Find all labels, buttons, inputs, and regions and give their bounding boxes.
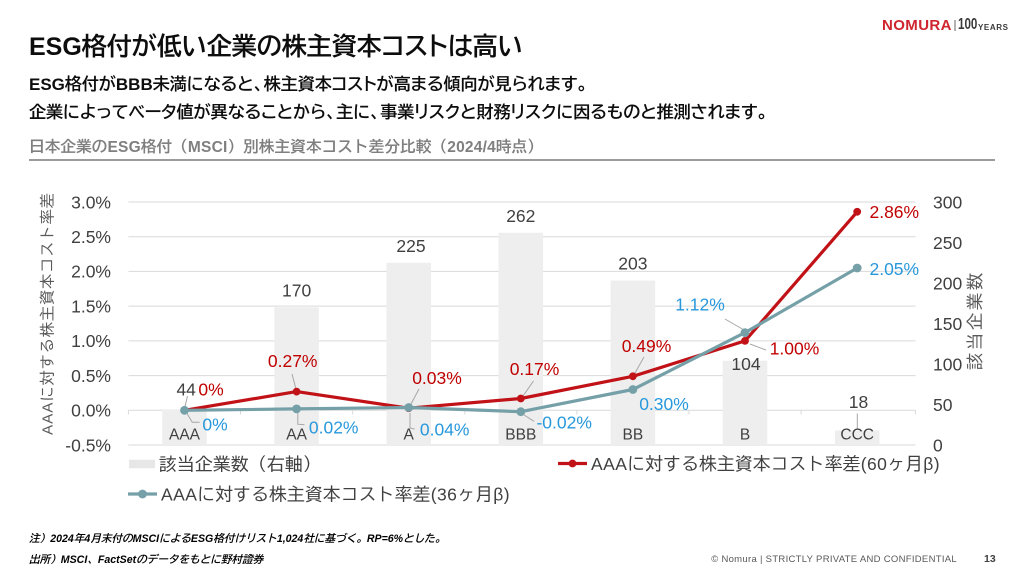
svg-text:CCC: CCC	[840, 426, 874, 443]
svg-text:150: 150	[933, 314, 962, 334]
svg-text:0: 0	[933, 435, 943, 455]
svg-text:1.5%: 1.5%	[71, 296, 111, 316]
svg-text:0.30%: 0.30%	[639, 394, 689, 414]
svg-text:該当企業数: 該当企業数	[966, 270, 985, 370]
svg-text:AAAに対する株主資本コスト率差(36ヶ月β): AAAに対する株主資本コスト率差(36ヶ月β)	[161, 485, 510, 505]
svg-text:100: 100	[933, 354, 962, 374]
svg-text:300: 300	[933, 192, 962, 212]
svg-text:0.5%: 0.5%	[71, 366, 111, 386]
svg-text:18: 18	[849, 392, 868, 412]
svg-text:1.00%: 1.00%	[770, 339, 820, 359]
svg-text:-0.02%: -0.02%	[536, 413, 591, 433]
svg-text:1.12%: 1.12%	[675, 295, 725, 315]
svg-text:0.04%: 0.04%	[420, 420, 470, 440]
svg-text:-0.5%: -0.5%	[65, 435, 111, 455]
svg-text:225: 225	[396, 236, 425, 256]
svg-text:2.5%: 2.5%	[71, 227, 111, 247]
svg-text:1.0%: 1.0%	[71, 331, 111, 351]
svg-text:2.86%: 2.86%	[869, 202, 919, 222]
svg-text:BB: BB	[623, 426, 644, 443]
svg-text:0.49%: 0.49%	[622, 336, 672, 356]
svg-text:0.03%: 0.03%	[412, 368, 462, 388]
svg-text:0.27%: 0.27%	[268, 351, 318, 371]
svg-text:0.02%: 0.02%	[309, 417, 359, 437]
svg-text:3.0%: 3.0%	[71, 192, 111, 212]
svg-text:262: 262	[506, 206, 535, 226]
svg-text:0%: 0%	[198, 380, 223, 400]
svg-text:BBB: BBB	[505, 426, 536, 443]
svg-text:104: 104	[731, 354, 760, 374]
svg-text:0.17%: 0.17%	[510, 359, 560, 379]
svg-text:203: 203	[618, 253, 647, 273]
svg-text:44: 44	[176, 379, 196, 399]
svg-text:A: A	[404, 426, 415, 443]
svg-text:AA: AA	[286, 426, 307, 443]
svg-text:2.05%: 2.05%	[869, 259, 919, 279]
svg-text:2.0%: 2.0%	[71, 262, 111, 282]
svg-text:0.0%: 0.0%	[71, 401, 111, 421]
svg-text:250: 250	[933, 233, 962, 253]
svg-text:170: 170	[282, 280, 311, 300]
svg-text:AAA: AAA	[169, 426, 201, 443]
svg-text:50: 50	[933, 395, 953, 415]
svg-text:200: 200	[933, 273, 962, 293]
svg-text:該当企業数（右軸）: 該当企業数（右軸）	[159, 454, 321, 474]
svg-text:AAAに対する株主資本コスト率差: AAAに対する株主資本コスト率差	[39, 192, 57, 435]
svg-text:B: B	[740, 426, 750, 443]
svg-text:AAAに対する株主資本コスト率差(60ヶ月β): AAAに対する株主資本コスト率差(60ヶ月β)	[591, 454, 940, 474]
svg-text:0%: 0%	[202, 415, 227, 435]
